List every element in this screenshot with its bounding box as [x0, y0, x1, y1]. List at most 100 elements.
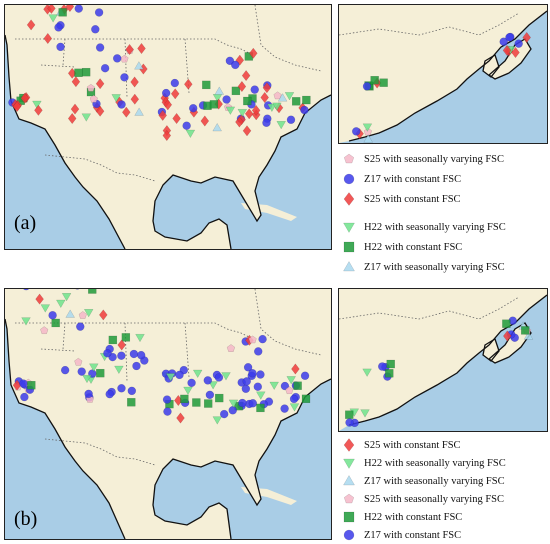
circle-marker: [219, 409, 229, 419]
circle-marker: [77, 367, 86, 376]
diamond-marker: [137, 42, 146, 55]
diamond-marker: [235, 54, 245, 66]
circle-marker: [205, 390, 215, 400]
diamond-marker: [262, 82, 272, 94]
legend-marker: [343, 438, 355, 452]
triangle-up-marker: [343, 475, 355, 486]
asia-map-b-svg: [339, 289, 547, 431]
diamond-marker: [99, 309, 108, 321]
circle-marker: [262, 118, 271, 127]
circle-marker: [91, 25, 100, 34]
pentagon-marker: [78, 311, 87, 319]
circle-marker: [76, 322, 85, 331]
square-marker: [96, 368, 105, 378]
square-marker: [204, 399, 213, 408]
diamond-marker: [237, 80, 247, 93]
triangle-down-marker: [289, 403, 300, 412]
state-borders: [15, 289, 322, 466]
triangle-up-marker: [363, 134, 373, 143]
circle-marker: [352, 127, 361, 136]
triangle-up-marker: [277, 93, 288, 102]
triangle-down-marker: [343, 458, 355, 469]
circle-marker: [187, 378, 196, 388]
circle-marker: [228, 406, 237, 415]
circle-marker: [189, 104, 198, 113]
circle-marker: [136, 350, 146, 360]
us-map-a-svg: [5, 5, 331, 249]
markers-a: [8, 5, 311, 142]
square-marker: [343, 241, 355, 253]
square-marker: [386, 359, 395, 369]
triangle-down-marker: [276, 121, 286, 130]
us-map-a: [4, 4, 332, 250]
triangle-down-marker: [56, 299, 66, 308]
legend-marker: [343, 192, 355, 206]
diamond-marker: [522, 31, 531, 44]
triangle-up-marker: [214, 86, 225, 95]
square-marker: [379, 78, 388, 87]
triangle-down-marker: [32, 100, 42, 109]
triangle-down-marker: [284, 92, 295, 101]
legend-item: S25 with constant FSC: [342, 436, 461, 454]
circle-marker: [343, 529, 355, 541]
state-borders: [15, 5, 322, 182]
triangle-down-marker: [89, 363, 99, 372]
korea-coast: [482, 54, 500, 78]
legend-item: H22 with seasonally varying FSC: [342, 454, 506, 472]
circle-marker: [56, 42, 65, 52]
us-map-b: [4, 288, 332, 540]
pentagon-marker: [89, 94, 98, 103]
triangle-up-marker: [65, 309, 75, 318]
square-marker: [202, 80, 211, 90]
cuba-land: [241, 203, 297, 221]
legend-b: S25 with constant FSC H22 with seasonall…: [342, 436, 547, 542]
diamond-marker: [71, 76, 81, 88]
circle-marker: [54, 23, 63, 32]
circle-marker: [343, 173, 355, 185]
diamond-marker: [95, 78, 105, 90]
triangle-down-marker: [165, 373, 176, 382]
legend-label: Z17 with seasonally varying FSC: [364, 261, 505, 273]
triangle-down-marker: [360, 409, 370, 418]
triangle-down-marker: [185, 129, 196, 138]
circle-marker: [505, 33, 514, 42]
legend-label: H22 with constant FSC: [364, 241, 463, 253]
diamond-marker: [244, 108, 254, 120]
legend-item: H22 with constant FSC: [342, 508, 462, 526]
diamond-marker: [70, 103, 80, 115]
diamond-marker: [511, 46, 520, 59]
diamond-marker: [67, 112, 77, 125]
triangle-up-marker: [343, 261, 355, 272]
triangle-down-marker: [362, 123, 373, 132]
diamond-marker: [176, 412, 185, 424]
legend-item: H22 with constant FSC: [342, 238, 462, 256]
circle-marker: [60, 365, 70, 375]
diamond-marker: [260, 91, 269, 104]
japan-land: [489, 323, 531, 363]
legend-item: Z17 with seasonally varying FSC: [342, 258, 505, 276]
circle-marker: [113, 54, 122, 63]
circle-marker: [120, 73, 129, 82]
pentagon-marker: [343, 153, 355, 164]
square-marker: [370, 76, 379, 85]
legend-item: S25 with constant FSC: [342, 190, 461, 208]
diamond-marker: [291, 363, 300, 375]
legend-label: S25 with constant FSC: [364, 193, 461, 205]
diamond-marker: [20, 92, 30, 104]
coastline: [5, 34, 331, 249]
circle-marker: [127, 386, 137, 396]
square-marker: [121, 333, 131, 342]
circle-marker: [100, 63, 110, 73]
circle-marker: [280, 381, 290, 391]
diamond-marker: [43, 32, 53, 45]
circle-marker: [499, 37, 508, 46]
diamond-marker: [130, 93, 140, 105]
asia-borders: [339, 296, 520, 320]
triangle-down-marker: [183, 386, 193, 395]
legend-marker: [343, 173, 355, 185]
diamond-marker: [242, 125, 252, 137]
legend-item: H22 with seasonally varying FSC: [342, 218, 506, 236]
circle-marker: [95, 43, 105, 52]
circle-marker: [48, 311, 57, 320]
diamond-marker: [184, 78, 193, 90]
